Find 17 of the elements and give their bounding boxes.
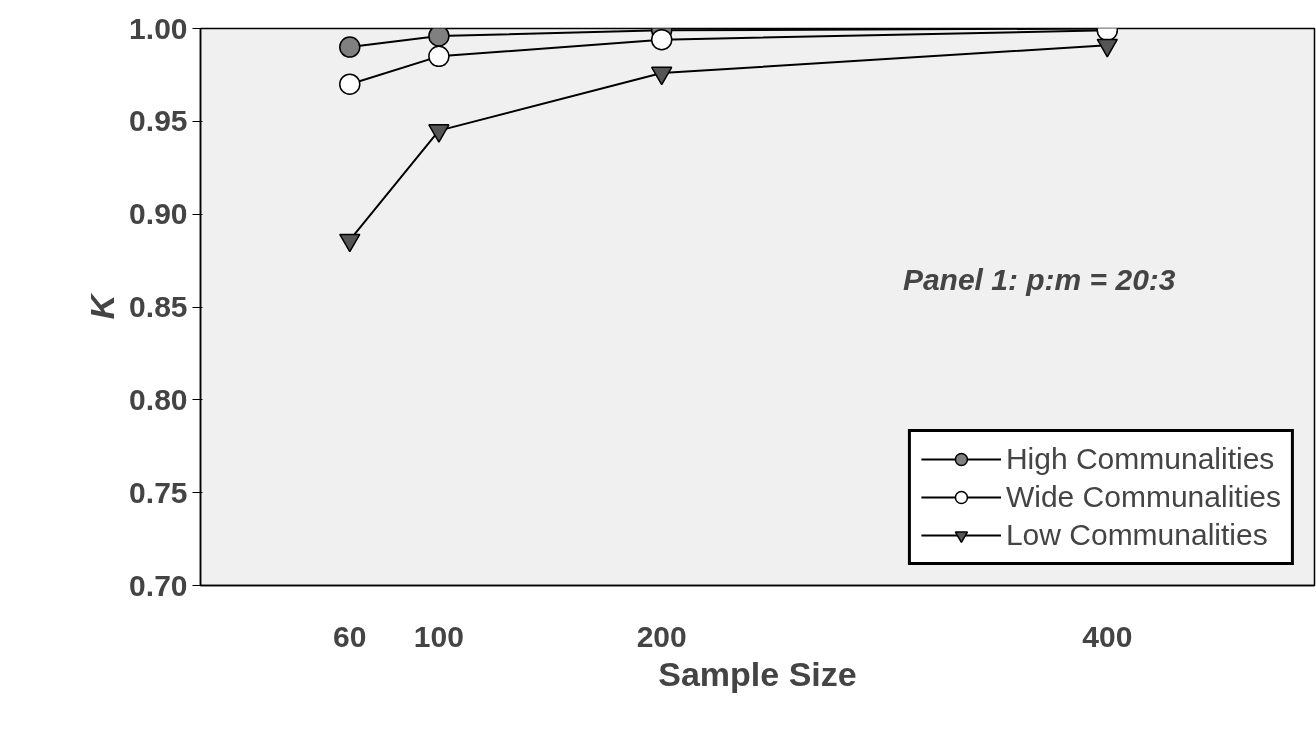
y-tick-label: 1.00 xyxy=(129,11,188,45)
x-axis-title: Sample Size xyxy=(658,654,857,693)
x-tick-label: 100 xyxy=(413,619,464,653)
y-tick-label: 0.95 xyxy=(129,104,188,138)
annotation: Panel 1: p:m = 20:3 xyxy=(902,262,1176,296)
y-tick-label: 0.80 xyxy=(129,382,188,416)
legend-label: Wide Communalities xyxy=(1005,480,1281,514)
x-tick-label: 400 xyxy=(1082,619,1133,653)
y-tick-label: 0.85 xyxy=(129,290,188,323)
y-tick-label: 0.75 xyxy=(129,475,188,509)
legend-label: Low Communalities xyxy=(1005,518,1268,552)
legend-label: High Communalities xyxy=(1005,442,1275,476)
x-tick-label: 60 xyxy=(333,619,367,653)
y-tick-label: 0.90 xyxy=(129,197,188,231)
y-tick-label: 0.70 xyxy=(129,568,188,602)
x-tick-label: 200 xyxy=(636,619,687,653)
y-axis-title: K xyxy=(83,292,122,320)
